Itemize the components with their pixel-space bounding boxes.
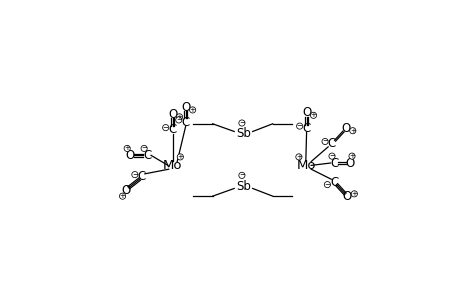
Text: +: + bbox=[349, 128, 355, 134]
Text: +: + bbox=[119, 193, 125, 199]
Circle shape bbox=[321, 138, 327, 145]
Text: C: C bbox=[330, 176, 338, 189]
Text: +: + bbox=[176, 114, 182, 120]
Text: C: C bbox=[302, 122, 310, 135]
Text: −: − bbox=[132, 172, 138, 178]
Text: O: O bbox=[301, 106, 311, 119]
Text: −: − bbox=[296, 123, 302, 129]
Text: O: O bbox=[341, 122, 350, 135]
Circle shape bbox=[238, 120, 245, 126]
Text: −: − bbox=[141, 146, 147, 152]
Circle shape bbox=[238, 172, 245, 178]
Text: C: C bbox=[143, 149, 151, 162]
Text: −: − bbox=[324, 182, 330, 188]
Text: −: − bbox=[162, 124, 168, 130]
Text: C: C bbox=[168, 123, 176, 136]
Text: +: + bbox=[124, 146, 130, 152]
Text: Mo: Mo bbox=[162, 159, 182, 172]
Circle shape bbox=[124, 145, 130, 152]
Circle shape bbox=[328, 153, 334, 159]
Text: −: − bbox=[328, 153, 334, 159]
Circle shape bbox=[177, 154, 183, 160]
Circle shape bbox=[296, 123, 302, 129]
Text: −: − bbox=[321, 139, 327, 145]
Text: +: + bbox=[351, 191, 357, 197]
Text: O: O bbox=[342, 190, 351, 203]
Text: C: C bbox=[327, 137, 336, 150]
Text: +: + bbox=[310, 112, 316, 118]
Circle shape bbox=[162, 124, 168, 131]
Circle shape bbox=[349, 128, 355, 134]
Text: O: O bbox=[122, 184, 131, 196]
Text: O: O bbox=[344, 157, 353, 169]
Text: O: O bbox=[168, 108, 177, 121]
Circle shape bbox=[141, 145, 147, 152]
Text: Sb: Sb bbox=[235, 180, 250, 193]
Circle shape bbox=[348, 153, 354, 159]
Circle shape bbox=[310, 112, 316, 119]
Circle shape bbox=[324, 182, 330, 188]
Circle shape bbox=[132, 172, 138, 178]
Text: +: + bbox=[177, 154, 183, 160]
Text: −: − bbox=[175, 117, 181, 123]
Circle shape bbox=[175, 117, 181, 123]
Circle shape bbox=[295, 154, 301, 160]
Circle shape bbox=[176, 114, 182, 120]
Text: −: − bbox=[239, 120, 244, 126]
Text: −: − bbox=[239, 172, 244, 178]
Text: C: C bbox=[330, 157, 338, 169]
Text: +: + bbox=[295, 154, 301, 160]
Text: Sb: Sb bbox=[235, 127, 250, 140]
Circle shape bbox=[189, 107, 195, 113]
Text: Mo: Mo bbox=[296, 159, 316, 172]
Text: O: O bbox=[181, 101, 190, 114]
Text: C: C bbox=[181, 116, 190, 129]
Circle shape bbox=[351, 191, 357, 197]
Text: O: O bbox=[125, 149, 134, 162]
Text: +: + bbox=[348, 153, 354, 159]
Text: C: C bbox=[137, 170, 146, 183]
Circle shape bbox=[119, 193, 125, 199]
Text: +: + bbox=[189, 107, 195, 113]
